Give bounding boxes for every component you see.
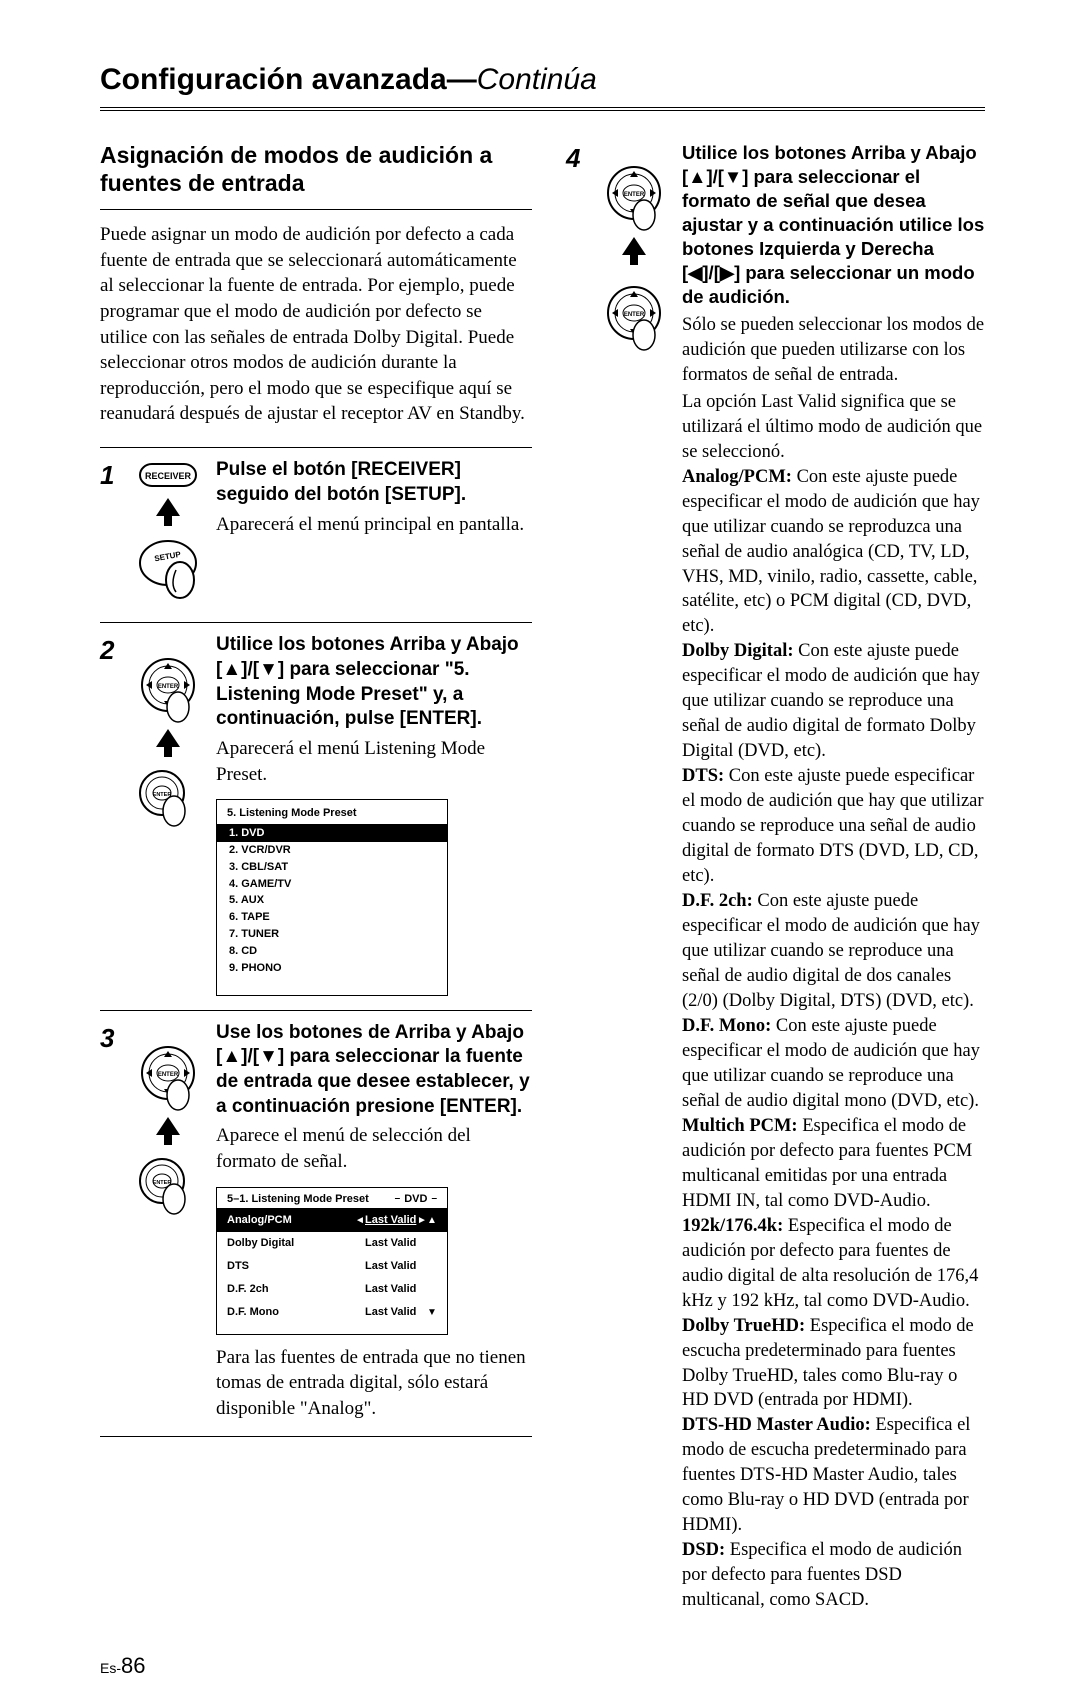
menu-item: 3. CBL/SAT — [217, 859, 447, 876]
listening-mode-preset-menu: 5. Listening Mode Preset 1. DVD2. VCR/DV… — [216, 799, 448, 995]
menu-item: 7. TUNER — [217, 926, 447, 943]
spec-item: Dolby TrueHD: Especifica el modo de escu… — [682, 1314, 985, 1414]
step1-body: Aparecerá el menú principal en pantalla. — [216, 512, 532, 538]
step-number: 3 — [100, 1021, 120, 1422]
step4-instruction: Utilice los botones Arriba y Abajo [▲]/[… — [682, 141, 985, 309]
spec-item: Analog/PCM: Con este ajuste puede especi… — [682, 465, 985, 640]
step2-body: Aparecerá el menú Listening Mode Preset. — [216, 736, 532, 787]
step3-body: Aparece el menú de selección del formato… — [216, 1123, 532, 1174]
step-number: 1 — [100, 458, 120, 608]
svg-text:RECEIVER: RECEIVER — [145, 471, 192, 481]
step2-icon: ENTER ENTER — [130, 633, 206, 995]
signal-format-menu: 5–1. Listening Mode Preset – DVD – Analo… — [216, 1187, 448, 1335]
spec-item: DSD: Especifica el modo de audición por … — [682, 1538, 985, 1613]
step3-after: Para las fuentes de entrada que no tiene… — [216, 1345, 532, 1422]
running-header: Configuración avanzada—Continúa — [100, 60, 985, 111]
spec-item: Multich PCM: Especifica el modo de audic… — [682, 1114, 985, 1214]
step4-body1: Sólo se pueden seleccionar los modos de … — [682, 313, 985, 388]
spec-item: DTS-HD Master Audio: Especifica el modo … — [682, 1413, 985, 1538]
spec-item: D.F. Mono: Con este ajuste puede especif… — [682, 1014, 985, 1114]
menu2-row: D.F. 2chLast Valid — [217, 1278, 447, 1301]
section-title: Asignación de modos de audición a fuente… — [100, 141, 532, 211]
menu2-row: DTSLast Valid — [217, 1255, 447, 1278]
svg-text:ENTER: ENTER — [624, 312, 645, 318]
spec-item: DTS: Con este ajuste puede especificar e… — [682, 764, 985, 889]
menu-item: 5. AUX — [217, 892, 447, 909]
menu-item: 6. TAPE — [217, 909, 447, 926]
svg-text:ENTER: ENTER — [158, 684, 179, 690]
page-number: Es-86 — [100, 1651, 985, 1681]
spec-item: D.F. 2ch: Con este ajuste puede especifi… — [682, 889, 985, 1014]
menu-title: 5. Listening Mode Preset — [217, 806, 447, 824]
step1-instruction: Pulse el botón [RECEIVER] seguido del bo… — [216, 458, 532, 507]
menu-item: 9. PHONO — [217, 960, 447, 977]
intro-paragraph: Puede asignar un modo de audición por de… — [100, 222, 532, 427]
step2-instruction: Utilice los botones Arriba y Abajo [▲]/[… — [216, 633, 532, 732]
step4-icon: ENTER ENTER — [596, 141, 672, 1614]
spec-item: Dolby Digital: Con este ajuste puede esp… — [682, 639, 985, 764]
menu-item: 8. CD — [217, 943, 447, 960]
menu-item: 1. DVD — [217, 825, 447, 842]
header-main: Configuración avanzada — [100, 63, 447, 96]
step1-icon: RECEIVER SETUP — [130, 458, 206, 608]
menu-item: 4. GAME/TV — [217, 876, 447, 893]
step3-instruction: Use los botones de Arriba y Abajo [▲]/[▼… — [216, 1021, 532, 1120]
step-number: 2 — [100, 633, 120, 995]
spec-item: 192k/176.4k: Especifica el modo de audic… — [682, 1214, 985, 1314]
menu2-row: Dolby DigitalLast Valid — [217, 1232, 447, 1255]
menu2-title: 5–1. Listening Mode Preset — [227, 1192, 395, 1207]
header-continua: Continúa — [477, 63, 597, 96]
menu-item: 2. VCR/DVR — [217, 842, 447, 859]
step-number: 4 — [566, 141, 586, 1614]
menu2-row: Analog/PCM◄Last Valid►▲ — [217, 1209, 447, 1232]
svg-text:ENTER: ENTER — [624, 192, 645, 198]
menu2-row: D.F. MonoLast Valid▼ — [217, 1301, 447, 1324]
svg-text:ENTER: ENTER — [158, 1072, 179, 1078]
step4-body2: La opción Last Valid significa que se ut… — [682, 390, 985, 465]
step3-icon: ENTER ENTER — [130, 1021, 206, 1422]
